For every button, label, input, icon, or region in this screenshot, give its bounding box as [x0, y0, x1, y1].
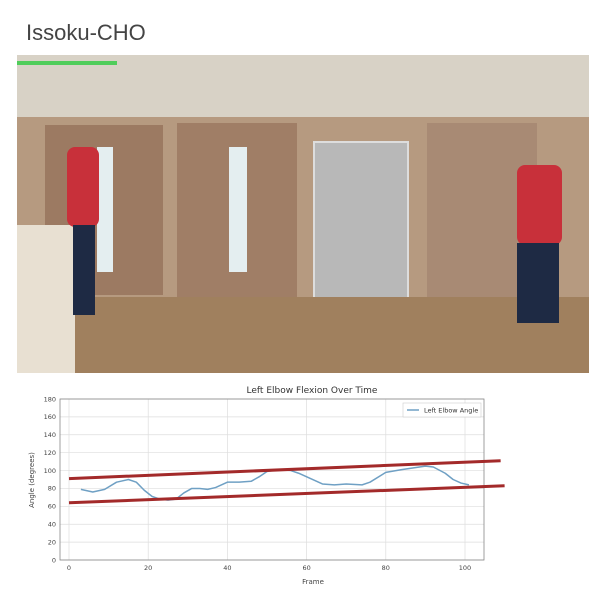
x-tick-label: 80: [382, 564, 390, 572]
x-tick-label: 20: [144, 564, 152, 572]
overlay-text: [17, 61, 117, 65]
upper-trend-line: [68, 459, 501, 481]
elbow-chart: Left Elbow Flexion Over Time Frame Angle…: [28, 386, 505, 586]
y-tick-label: 160: [44, 413, 56, 421]
y-tick-label: 80: [48, 485, 56, 493]
video-frame: [17, 55, 589, 373]
legend: Left Elbow Angle: [402, 402, 482, 418]
y-tick-label: 100: [44, 467, 56, 475]
y-tick-label: 180: [44, 395, 56, 403]
x-tick-label: 60: [302, 564, 310, 572]
plot-frame: [59, 398, 485, 561]
app-title: Issoku-CHO: [26, 20, 146, 45]
x-tick-label: 100: [459, 564, 471, 572]
person-left: [67, 147, 99, 227]
lower-trend-line: [68, 484, 505, 505]
y-tick-label: 60: [48, 503, 56, 511]
x-tick-label: 0: [67, 564, 71, 572]
x-tick-label: 40: [223, 564, 231, 572]
y-tick-label: 140: [44, 431, 56, 439]
y-tick-label: 40: [48, 521, 56, 529]
chart-title: Left Elbow Flexion Over Time: [247, 386, 378, 396]
series-line-left-elbow: [80, 465, 470, 501]
x-axis-label: Frame: [302, 578, 324, 586]
person-right: [517, 165, 562, 245]
y-tick-label: 20: [48, 538, 56, 546]
y-tick-label: 0: [52, 556, 56, 564]
y-axis-label: Angle (degrees): [28, 452, 36, 508]
y-tick-label: 120: [44, 449, 56, 457]
legend-label: Left Elbow Angle: [424, 407, 478, 415]
